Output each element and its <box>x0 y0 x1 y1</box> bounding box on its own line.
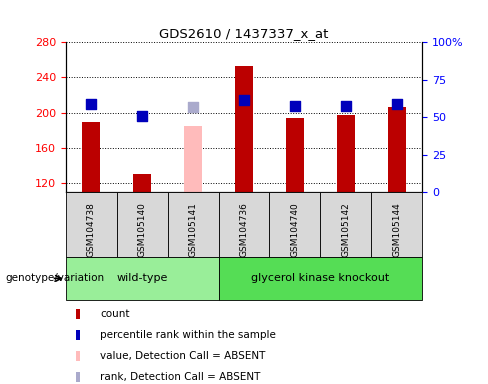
Text: value, Detection Call = ABSENT: value, Detection Call = ABSENT <box>100 351 265 361</box>
Text: genotype/variation: genotype/variation <box>5 273 104 283</box>
Text: wild-type: wild-type <box>117 273 168 283</box>
Bar <box>66 257 219 300</box>
Bar <box>320 192 371 257</box>
Bar <box>133 174 151 192</box>
Text: GSM105140: GSM105140 <box>138 202 147 257</box>
Point <box>291 103 299 109</box>
Bar <box>235 66 253 192</box>
Text: GSM105141: GSM105141 <box>188 202 198 257</box>
Bar <box>66 192 117 257</box>
Point <box>138 113 146 119</box>
Bar <box>337 115 355 192</box>
Text: count: count <box>100 309 129 319</box>
Bar <box>269 192 320 257</box>
Bar <box>219 257 422 300</box>
Point <box>342 103 350 109</box>
Text: GSM104738: GSM104738 <box>87 202 96 257</box>
Text: GSM105142: GSM105142 <box>341 202 350 257</box>
Point <box>393 101 401 107</box>
Bar <box>371 192 422 257</box>
Text: GSM104740: GSM104740 <box>290 202 300 257</box>
Point <box>240 97 248 103</box>
Point <box>87 101 95 107</box>
Text: rank, Detection Call = ABSENT: rank, Detection Call = ABSENT <box>100 372 261 382</box>
Text: percentile rank within the sample: percentile rank within the sample <box>100 330 276 340</box>
Bar <box>117 192 168 257</box>
Point <box>189 103 197 109</box>
Text: glycerol kinase knockout: glycerol kinase knockout <box>251 273 389 283</box>
Bar <box>184 126 202 192</box>
Bar <box>219 192 269 257</box>
Bar <box>82 121 100 192</box>
Bar <box>388 106 406 192</box>
Bar <box>168 192 219 257</box>
Title: GDS2610 / 1437337_x_at: GDS2610 / 1437337_x_at <box>159 26 329 40</box>
Text: GSM105144: GSM105144 <box>392 202 401 257</box>
Text: GSM104736: GSM104736 <box>240 202 248 257</box>
Bar <box>286 118 304 192</box>
